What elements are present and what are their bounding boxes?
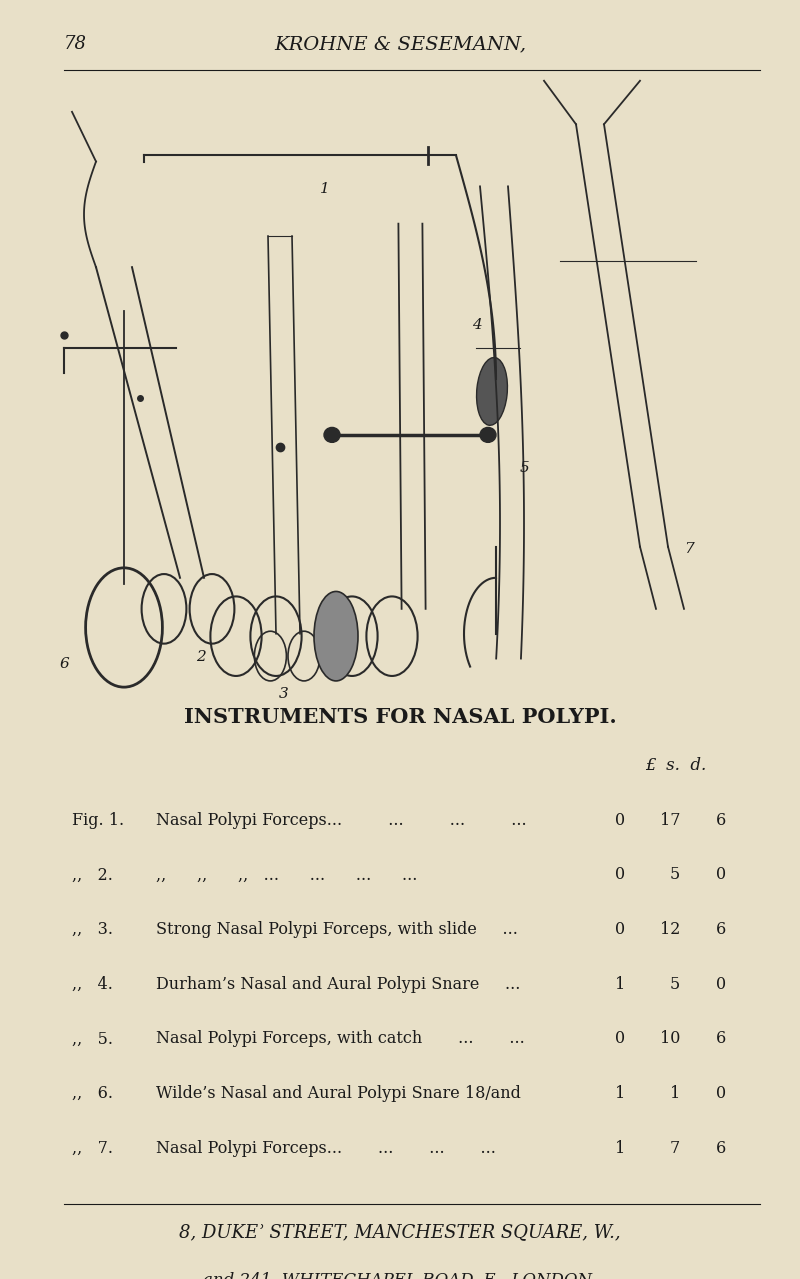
Text: INSTRUMENTS FOR NASAL POLYPI.: INSTRUMENTS FOR NASAL POLYPI. (184, 707, 616, 726)
Ellipse shape (480, 427, 496, 443)
Text: Strong Nasal Polypi Forceps, with slide     ...: Strong Nasal Polypi Forceps, with slide … (156, 921, 518, 938)
Text: 1: 1 (615, 1140, 626, 1156)
Text: ,,   2.: ,, 2. (72, 866, 113, 884)
Text: 3: 3 (278, 687, 288, 701)
Text: 0: 0 (615, 1031, 626, 1048)
Text: 2: 2 (196, 650, 206, 664)
Text: 10: 10 (660, 1031, 680, 1048)
Text: 8, DUKEʾ STREET, MANCHESTER SQUARE, W.,: 8, DUKEʾ STREET, MANCHESTER SQUARE, W., (179, 1223, 621, 1242)
Text: ,,   7.: ,, 7. (72, 1140, 113, 1156)
Text: 0: 0 (615, 921, 626, 938)
Text: ,,   6.: ,, 6. (72, 1085, 113, 1102)
Text: 1: 1 (320, 182, 330, 196)
Text: ,,      ,,      ,,   ...      ...      ...      ...: ,, ,, ,, ... ... ... ... (156, 866, 418, 884)
Text: 6: 6 (716, 812, 726, 829)
Ellipse shape (477, 358, 507, 426)
Ellipse shape (324, 427, 340, 443)
Text: 6: 6 (716, 921, 726, 938)
Text: 6: 6 (716, 1031, 726, 1048)
Text: 0: 0 (716, 1085, 726, 1102)
Text: and 241, WHITECHAPEL ROAD, E., LONDON.: and 241, WHITECHAPEL ROAD, E., LONDON. (203, 1271, 597, 1279)
Text: Wilde’s Nasal and Aural Polypi Snare 18/and: Wilde’s Nasal and Aural Polypi Snare 18/… (156, 1085, 521, 1102)
Text: 5: 5 (670, 866, 680, 884)
Text: £  s.  d.: £ s. d. (646, 757, 706, 774)
Text: ,,   3.: ,, 3. (72, 921, 113, 938)
Text: ,,   4.: ,, 4. (72, 976, 113, 993)
Text: 78: 78 (64, 36, 87, 54)
Text: Nasal Polypi Forceps...         ...         ...         ...: Nasal Polypi Forceps... ... ... ... (156, 812, 526, 829)
Text: 5: 5 (670, 976, 680, 993)
Text: 17: 17 (659, 812, 680, 829)
Text: Durham’s Nasal and Aural Polypi Snare     ...: Durham’s Nasal and Aural Polypi Snare ..… (156, 976, 520, 993)
Text: 0: 0 (615, 812, 626, 829)
Text: 7: 7 (670, 1140, 680, 1156)
Ellipse shape (314, 591, 358, 680)
Text: 1: 1 (670, 1085, 680, 1102)
Text: 6: 6 (60, 657, 70, 671)
Text: 1: 1 (615, 1085, 626, 1102)
Text: ,,   5.: ,, 5. (72, 1031, 113, 1048)
Text: 12: 12 (660, 921, 680, 938)
Text: Fig. 1.: Fig. 1. (72, 812, 124, 829)
Text: Nasal Polypi Forceps, with catch       ...       ...: Nasal Polypi Forceps, with catch ... ... (156, 1031, 525, 1048)
Text: 5: 5 (520, 462, 530, 476)
Text: 6: 6 (716, 1140, 726, 1156)
Text: Nasal Polypi Forceps...       ...       ...       ...: Nasal Polypi Forceps... ... ... ... (156, 1140, 496, 1156)
Text: 0: 0 (716, 976, 726, 993)
Text: 0: 0 (615, 866, 626, 884)
Text: KROHNE & SESEMANN,: KROHNE & SESEMANN, (274, 36, 526, 54)
Text: 0: 0 (716, 866, 726, 884)
Text: 7: 7 (684, 542, 694, 556)
Text: 1: 1 (615, 976, 626, 993)
Text: 4: 4 (472, 318, 482, 333)
